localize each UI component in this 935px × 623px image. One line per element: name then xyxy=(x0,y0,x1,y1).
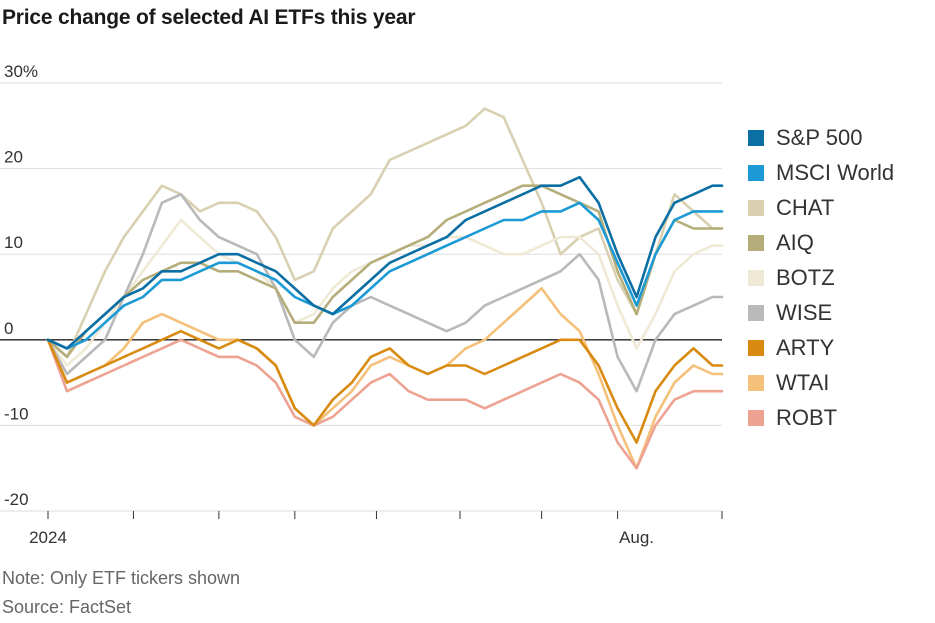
legend-item: AIQ xyxy=(748,225,894,260)
legend-label: CHAT xyxy=(776,194,835,220)
legend-item: MSCI World xyxy=(748,155,894,190)
legend-swatch xyxy=(748,409,764,426)
y-tick-label: 30% xyxy=(4,62,38,81)
series-lines xyxy=(46,107,724,470)
y-tick-label: -10 xyxy=(4,404,29,423)
legend-label: BOTZ xyxy=(776,264,835,290)
y-tick-label: 0 xyxy=(4,319,13,338)
chart-source: Source: FactSet xyxy=(2,597,132,617)
chart-title: Price change of selected AI ETFs this ye… xyxy=(2,6,416,29)
x-axis: 2024 Aug. xyxy=(29,511,723,547)
legend-label: S&P 500 xyxy=(776,124,863,150)
legend-item: WISE xyxy=(748,295,894,330)
legend-label: MSCI World xyxy=(776,159,895,185)
legend-label: ROBT xyxy=(776,404,838,430)
chart-note: Note: Only ETF tickers shown xyxy=(2,568,241,588)
legend-label: ARTY xyxy=(776,334,835,360)
x-tick-label: 2024 xyxy=(29,528,67,547)
series-line-arty xyxy=(46,329,724,444)
legend-label: WTAI xyxy=(776,369,830,395)
legend-label: AIQ xyxy=(776,229,814,255)
series-line-chat xyxy=(46,107,724,359)
legend-swatch xyxy=(748,304,764,321)
legend-item: S&P 500 xyxy=(748,120,894,155)
legend-swatch xyxy=(748,164,764,181)
legend-swatch xyxy=(748,234,764,251)
series-line-s-p-500 xyxy=(46,175,724,350)
grid-lines xyxy=(0,82,722,512)
legend-item: ROBT xyxy=(748,400,894,435)
legend-swatch xyxy=(748,339,764,356)
legend-item: CHAT xyxy=(748,190,894,225)
legend-swatch xyxy=(748,374,764,391)
y-axis-labels: 30% 20 10 0 -10 -20 xyxy=(4,62,38,509)
legend-item: ARTY xyxy=(748,330,894,365)
legend-swatch xyxy=(748,269,764,286)
legend: S&P 500 MSCI World CHAT AIQ BOTZ WISE ARTY WTAI… xyxy=(748,120,894,435)
series-line-wtai xyxy=(46,287,724,470)
legend-item: WTAI xyxy=(748,365,894,400)
legend-item: BOTZ xyxy=(748,260,894,295)
legend-swatch xyxy=(748,199,764,216)
series-line-msci-world xyxy=(46,201,724,350)
y-tick-label: 20 xyxy=(4,148,23,167)
x-tick-label: Aug. xyxy=(619,528,654,547)
series-line-robt xyxy=(46,338,724,470)
y-tick-label: 10 xyxy=(4,233,23,252)
y-tick-label: -20 xyxy=(4,490,29,509)
series-line-wise xyxy=(46,193,724,393)
legend-swatch xyxy=(748,129,764,146)
legend-label: WISE xyxy=(776,299,833,325)
